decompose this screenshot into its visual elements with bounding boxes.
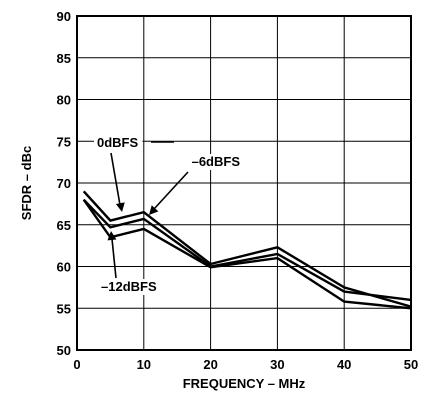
annotation-12dbfs-leader — [111, 238, 117, 279]
x-axis-label: FREQUENCY – MHz — [183, 376, 306, 391]
x-tick-label: 10 — [137, 357, 151, 372]
annotation-6dbfs-leader — [153, 171, 189, 210]
grid — [76, 15, 412, 351]
y-tick-label: 65 — [57, 218, 71, 233]
x-tick-label: 20 — [203, 357, 217, 372]
annotation-6dbfs: –6dBFS — [192, 154, 241, 169]
y-axis-label: SFDR – dBc — [19, 146, 34, 220]
y-tick-label: 60 — [57, 260, 71, 275]
x-tick-label: 40 — [337, 357, 351, 372]
annotation-12dbfs-bg — [98, 279, 164, 295]
annotation-6dbfs-bg — [186, 154, 243, 170]
annotation-0dbfs-bg — [94, 135, 143, 151]
y-tick-label: 70 — [57, 176, 71, 191]
y-tick-label: 50 — [57, 343, 71, 358]
y-tick-label: 80 — [57, 93, 71, 108]
annotation-12dbfs: –12dBFS — [101, 279, 157, 294]
x-tick-labels: 0 10 20 30 40 50 — [73, 357, 418, 372]
annotations: 0dBFS –6dBFS –12dBFS — [94, 135, 243, 295]
y-tick-label: 90 — [57, 9, 71, 24]
x-tick-label: 50 — [404, 357, 418, 372]
annotation-0dbfs: 0dBFS — [97, 135, 139, 150]
x-tick-label: 30 — [270, 357, 284, 372]
series-line-0 — [82, 190, 412, 308]
annotation-12dbfs-arrowhead — [107, 231, 117, 241]
x-tick-label: 0 — [73, 357, 80, 372]
y-tick-label: 85 — [57, 51, 71, 66]
y-tick-label: 75 — [57, 134, 71, 149]
annotation-0dbfs-arrowhead — [115, 202, 125, 212]
y-tick-label: 55 — [57, 301, 71, 316]
annotation-6dbfs-arrowhead — [149, 205, 159, 215]
annotation-0dbfs-leader — [110, 152, 121, 206]
y-tick-labels: 50 55 60 65 70 75 80 85 90 — [57, 9, 71, 358]
plot-frame — [76, 15, 412, 351]
